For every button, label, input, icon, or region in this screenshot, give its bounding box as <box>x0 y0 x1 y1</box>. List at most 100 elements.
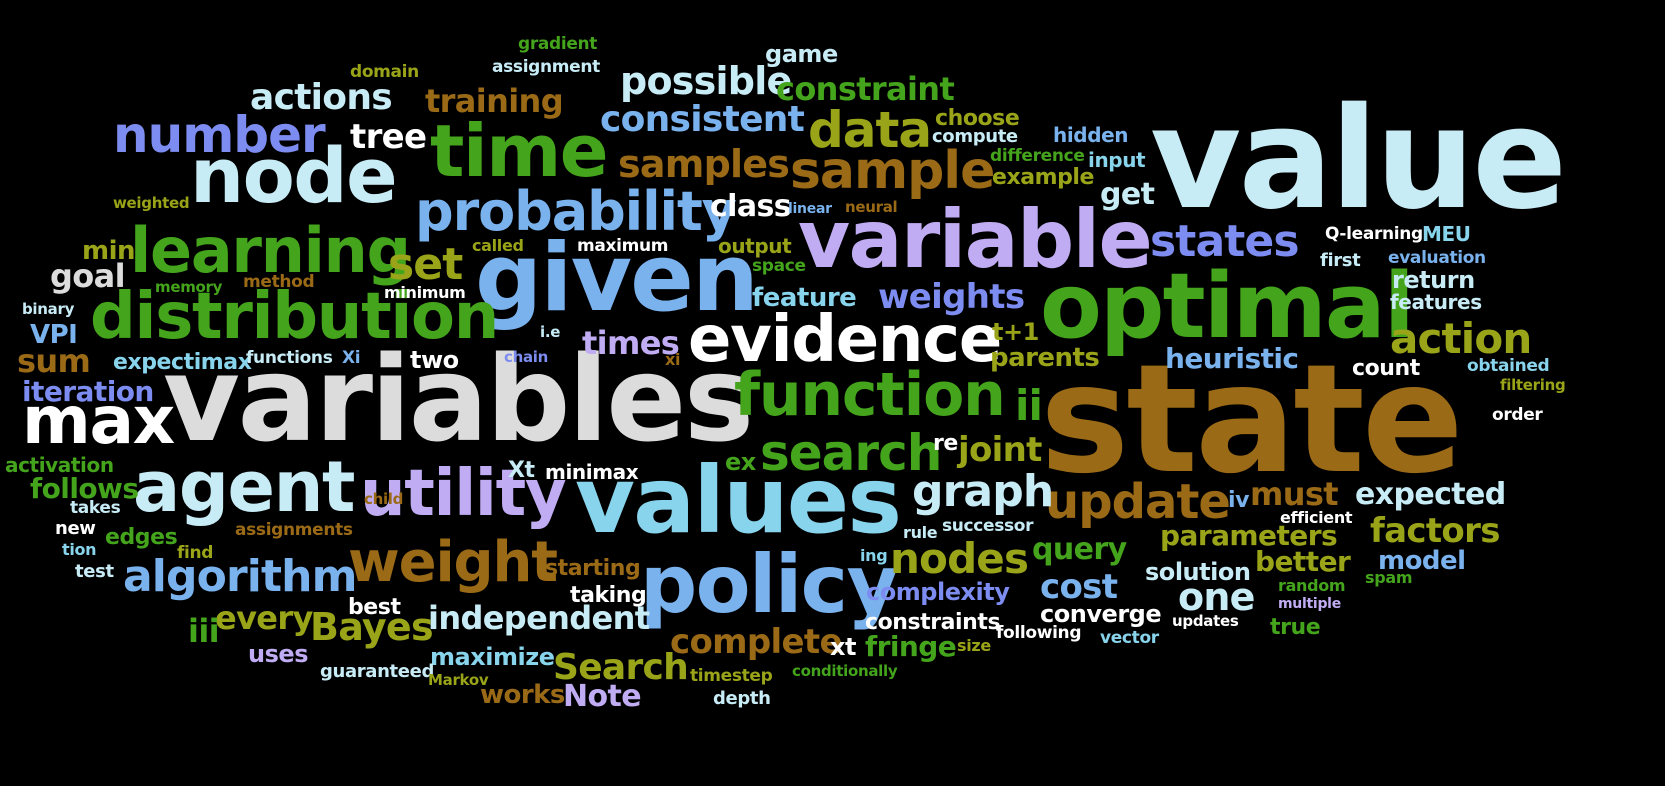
word-two: two <box>410 346 459 374</box>
word-Xt: Xt <box>508 458 535 483</box>
word-value: value <box>1150 78 1567 241</box>
word-test: test <box>75 561 114 582</box>
word-agent: agent <box>133 446 356 528</box>
word-i.e: i.e <box>540 323 561 341</box>
word-Markov: Markov <box>428 671 489 689</box>
word-new: new <box>55 518 96 539</box>
word-action: action <box>1390 314 1532 363</box>
word-iv: iv <box>1228 488 1250 513</box>
word-choose: choose <box>935 106 1020 131</box>
word-order: order <box>1492 405 1543 425</box>
word-sample: sample <box>790 141 995 201</box>
word-heuristic: heuristic <box>1165 342 1299 375</box>
word-size: size <box>957 636 991 655</box>
word-constraint: constraint <box>776 70 955 108</box>
word-binary: binary <box>22 300 75 318</box>
word-weight: weight <box>348 530 558 595</box>
word-goal: goal <box>50 257 126 295</box>
word-assignment: assignment <box>492 57 600 77</box>
word-class: class <box>710 189 792 224</box>
word-ing: ing <box>860 546 888 565</box>
word-maximum: maximum <box>577 236 669 256</box>
word-tree: tree <box>350 117 427 157</box>
word-complete: complete <box>670 622 843 662</box>
word-functions: functions <box>246 348 333 368</box>
word-given: given <box>475 224 759 333</box>
word-neural: neural <box>845 198 898 216</box>
word-best: best <box>348 595 401 620</box>
word-taking: taking <box>570 583 647 608</box>
word-parents: parents <box>990 343 1100 373</box>
word-max: max <box>22 382 175 459</box>
word-factors: factors <box>1370 511 1500 551</box>
word-nodes: nodes <box>890 534 1029 583</box>
word-game: game <box>765 40 838 68</box>
word-solution: solution <box>1145 558 1251 586</box>
word-min: min <box>82 236 135 266</box>
word-multiple: multiple <box>1278 596 1341 612</box>
word-guaranteed: guaranteed <box>320 661 434 682</box>
word-timestep: timestep <box>690 666 773 686</box>
word-minimum: minimum <box>384 283 466 302</box>
word-t+1: t+1 <box>992 318 1039 346</box>
word-data: data <box>808 101 932 159</box>
word-updates: updates <box>1172 612 1239 630</box>
word-policy: policy <box>640 538 899 631</box>
word-following: following <box>996 623 1082 643</box>
word-return: return <box>1392 266 1475 294</box>
word-chain: chain <box>504 348 549 366</box>
word-graph: graph <box>912 466 1054 517</box>
word-variable: variable <box>798 193 1153 286</box>
word-depth: depth <box>713 688 771 709</box>
word-called: called <box>472 236 524 255</box>
word-model: model <box>1378 546 1466 576</box>
word-values: values <box>575 447 902 554</box>
word-Bayes: Bayes <box>310 605 434 649</box>
word-VPI: VPI <box>30 320 78 350</box>
word-method: method <box>243 272 315 292</box>
word-starting: starting <box>545 556 641 581</box>
word-number: number <box>113 106 326 164</box>
word-expected: expected <box>1355 477 1506 512</box>
word-uses: uses <box>248 640 309 668</box>
word-one: one <box>1178 575 1255 619</box>
word-update: update <box>1045 474 1231 530</box>
word-ex: ex <box>725 448 756 476</box>
word-consistent: consistent <box>600 99 805 140</box>
word-sum: sum <box>17 342 91 380</box>
word-weighted: weighted <box>113 194 190 212</box>
word-true: true <box>1270 615 1321 640</box>
word-algorithm: algorithm <box>123 551 357 602</box>
word-Note: Note <box>563 679 642 714</box>
word-edges: edges <box>105 525 178 550</box>
word-hidden: hidden <box>1053 123 1129 147</box>
word-samples: samples <box>618 142 790 186</box>
word-compute: compute <box>932 126 1018 147</box>
word-distribution: distribution <box>90 280 499 354</box>
word-possible: possible <box>620 59 792 103</box>
word-gradient: gradient <box>518 34 598 54</box>
word-output: output <box>718 234 792 258</box>
word-weights: weights <box>878 277 1025 317</box>
word-iii: iii <box>188 612 220 650</box>
word-joint: joint <box>958 430 1042 470</box>
word-successor: successor <box>942 516 1034 536</box>
word-MEU: MEU <box>1422 222 1471 246</box>
word-states: states <box>1150 216 1300 267</box>
word-obtained: obtained <box>1467 356 1550 376</box>
word-expectimax: expectimax <box>113 350 252 375</box>
word-activation: activation <box>5 453 114 477</box>
word-converge: converge <box>1040 600 1162 628</box>
word-feature: feature <box>752 283 857 313</box>
word-tion: tion <box>62 540 97 559</box>
word-better: better <box>1255 545 1351 578</box>
word-fringe: fringe <box>865 630 957 663</box>
word-filtering: filtering <box>1500 376 1566 394</box>
word-example: example <box>992 165 1095 190</box>
word-time: time <box>430 109 609 193</box>
word-difference: difference <box>990 146 1085 166</box>
word-Xi: Xi <box>342 348 361 368</box>
word-function: function <box>734 360 1006 430</box>
word-state: state <box>1040 333 1464 507</box>
